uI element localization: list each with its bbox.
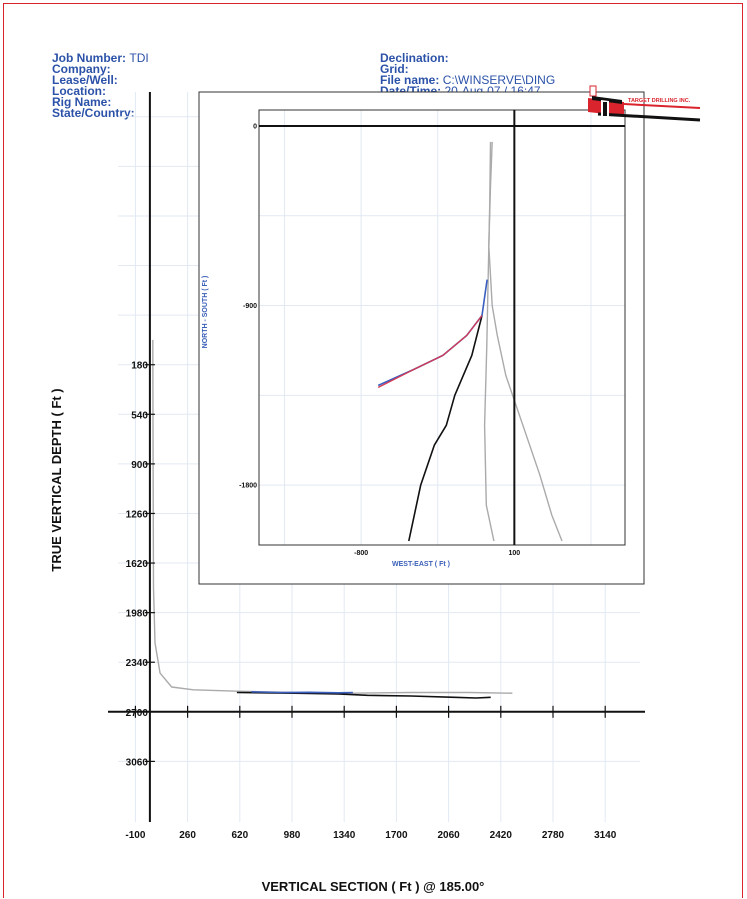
job-number-row: Job Number: TDI [52, 51, 149, 65]
main-y-tick-labels: 180 540 900 1260 1620 1980 2340 2700 3060 [126, 361, 149, 769]
main-x-tick-label: 1340 [333, 830, 356, 841]
plan-actual-line [483, 141, 495, 542]
main-x-tick-label: 620 [231, 830, 248, 841]
plan-x-tick-label: -800 [354, 550, 368, 557]
main-y-tick-label: 540 [131, 410, 148, 421]
plan-y-tick-label: -1800 [239, 483, 257, 490]
company-row: Company: [52, 62, 149, 76]
location-row: Location: [52, 84, 149, 98]
lease-well-row: Lease/Well: [52, 73, 149, 87]
main-y-tick-label: 1260 [126, 509, 149, 520]
declination-row: Declination: [380, 51, 555, 65]
main-x-tick-label: 2780 [542, 830, 565, 841]
rig-name-row: Rig Name: [52, 95, 149, 109]
main-y-axis-title: TRUE VERTICAL DEPTH ( Ft ) [49, 388, 64, 571]
rig-name-label: Rig Name: [52, 95, 112, 109]
grid-label: Grid: [380, 62, 409, 76]
plan-x-axis-title: WEST-EAST ( Ft ) [392, 561, 450, 568]
file-name-value: C:\WINSERVE\DING [442, 73, 556, 87]
plan-y-tick-label: 0 [253, 123, 257, 130]
plan-x-tick-label: 100 [509, 550, 521, 557]
plan-x-tick-labels: -800 100 [354, 550, 520, 557]
job-number-label: Job Number: [52, 51, 127, 65]
main-y-tick-label: 2700 [126, 708, 149, 719]
main-x-tick-label: 1700 [385, 830, 408, 841]
main-x-tick-label: 2420 [490, 830, 513, 841]
page-frame [3, 3, 743, 898]
main-y-tick-label: 3060 [126, 757, 149, 768]
lease-well-label: Lease/Well: [52, 73, 118, 87]
plan-axes [259, 110, 625, 545]
plan-y-tick-label: -900 [243, 303, 257, 310]
target-drilling-logo: TARGET DRILLING INC. [588, 85, 701, 122]
plan-y-axis-title: NORTH - SOUTH ( Ft ) [202, 276, 209, 349]
declination-label: Declination: [380, 51, 449, 65]
main-x-tick-label: 980 [284, 830, 301, 841]
main-actual-line [152, 339, 513, 694]
main-x-tick-label: 2060 [437, 830, 460, 841]
file-name-label: File name: [380, 73, 440, 87]
state-country-label: State/Country: [52, 106, 135, 120]
main-y-tick-label: 1980 [126, 609, 149, 620]
main-x-tick-label: 3140 [594, 830, 617, 841]
file-info-block: Declination: Grid: File name: C:\WINSERV… [380, 51, 556, 97]
plan-projection-line [377, 315, 483, 389]
main-y-tick-label: 2340 [126, 658, 149, 669]
main-axes [108, 92, 645, 822]
main-series [152, 339, 513, 699]
main-x-tick-labels: -100 260 620 980 1340 1700 2060 2420 2780 3140 [125, 830, 616, 841]
main-x-tick-label: -100 [125, 830, 145, 841]
main-x-axis-title: VERTICAL SECTION ( Ft ) @ 185.00° [262, 879, 485, 894]
grid-row: Grid: [380, 62, 555, 76]
location-label: Location: [52, 84, 106, 98]
main-x-tick-label: 260 [179, 830, 196, 841]
job-number-value: TDI [129, 51, 149, 65]
file-name-row: File name: C:\WINSERVE\DING [380, 73, 556, 87]
main-plan-line [236, 691, 491, 699]
plan-y-tick-labels: 0 -900 -1800 [239, 123, 257, 489]
plan-series [377, 141, 563, 542]
main-y-tick-label: 900 [131, 460, 148, 471]
state-country-row: State/Country: [52, 106, 149, 120]
main-y-tick-label: 1620 [126, 559, 149, 570]
company-label: Company: [52, 62, 111, 76]
well-info-block: Job Number: TDI Company: Lease/Well: Loc… [52, 51, 149, 120]
main-survey-line [251, 691, 353, 694]
plan-view-frame [198, 91, 645, 585]
plan-plot-area [258, 109, 626, 546]
logo-company-name: TARGET DRILLING INC. [628, 98, 691, 104]
main-y-tick-label: 180 [131, 361, 148, 372]
plan-plan-line [408, 315, 483, 542]
